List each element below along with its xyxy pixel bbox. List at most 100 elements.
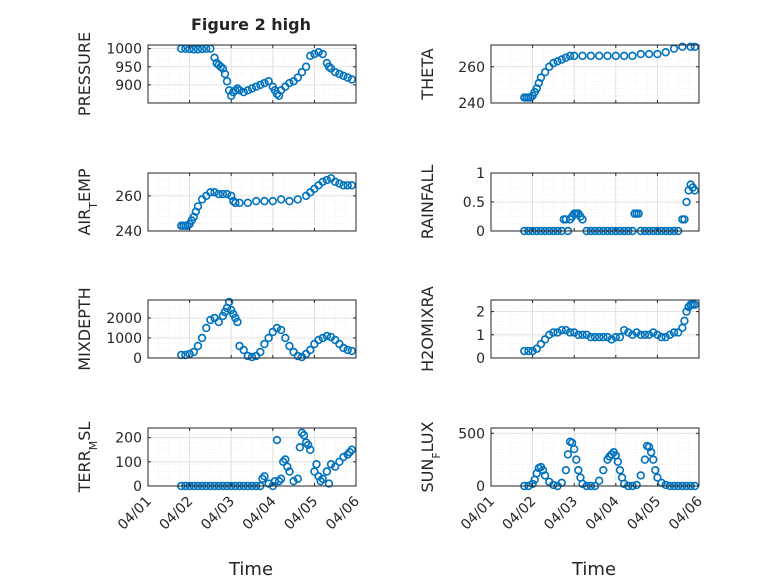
- y-axis-label: THETA: [418, 48, 437, 100]
- axes-box: [490, 299, 700, 359]
- data-point: [318, 177, 327, 186]
- data-point: [243, 198, 253, 208]
- data-point: [549, 328, 558, 337]
- data-point: [312, 460, 321, 469]
- data-point: [661, 480, 670, 490]
- data-point: [343, 181, 352, 190]
- data-point: [678, 42, 687, 52]
- x-tick-label: 04/04: [240, 493, 280, 533]
- data-point: [285, 78, 294, 88]
- y-axis-label: H2OMIXRA: [418, 286, 437, 372]
- data-point: [326, 460, 336, 469]
- data-point: [335, 339, 344, 349]
- data-point: [339, 343, 348, 353]
- data-point: [285, 196, 294, 206]
- data-point: [673, 328, 683, 337]
- data-point: [235, 86, 244, 95]
- data-point: [214, 317, 223, 327]
- y-tick-label: 240: [458, 96, 485, 112]
- data-point: [339, 71, 348, 81]
- subplot-sun-flux: 0 500 SUNFLUX 04/01 04/02 04/03 04/04 04/05 04/0…: [418, 421, 706, 533]
- data-point: [272, 435, 282, 445]
- data-point: [318, 333, 327, 343]
- data-point: [268, 196, 277, 206]
- data-point: [314, 472, 323, 481]
- data-point: [229, 309, 238, 319]
- data-point: [586, 51, 596, 61]
- data-point: [293, 195, 302, 204]
- data-point: [303, 440, 313, 450]
- data-point: [260, 78, 269, 88]
- data-point: [526, 93, 535, 102]
- y-tick-label: 1: [476, 166, 485, 182]
- data-point: [594, 332, 604, 342]
- y-tick-label: 200: [115, 431, 142, 447]
- data-point: [206, 188, 215, 197]
- data-point: [611, 332, 620, 342]
- subplot-pressure: 900 950 1000 PRESSURE: [75, 32, 357, 116]
- y-axis-label: AIRTEMP: [75, 168, 100, 235]
- data-point: [651, 465, 660, 475]
- data-point: [653, 473, 662, 482]
- data-point: [331, 177, 340, 186]
- data-point: [231, 198, 240, 208]
- data-point: [582, 330, 591, 339]
- data-point: [545, 330, 554, 339]
- data-point: [260, 472, 269, 481]
- data-point: [613, 457, 623, 466]
- y-axis-label: RAINFALL: [418, 165, 437, 240]
- data-point: [636, 471, 645, 480]
- data-point: [607, 450, 616, 459]
- data-point: [218, 311, 228, 321]
- data-point: [607, 335, 616, 344]
- data-point: [540, 335, 550, 344]
- data-point: [260, 196, 269, 206]
- subplot-terr-msl: 0 100 200 TERRMSL 04/01 04/02 04/03 04/04 04/05 0…: [75, 422, 363, 534]
- x-tick-label: 04/01: [458, 494, 498, 534]
- data-point: [281, 455, 290, 464]
- data-point: [690, 186, 700, 195]
- data-point: [339, 452, 348, 462]
- data-point: [310, 49, 319, 59]
- data-point: [563, 450, 573, 459]
- y-axis-label: TERRMSL: [75, 422, 100, 494]
- data-point: [615, 465, 625, 475]
- data-point: [276, 195, 286, 204]
- data-point: [680, 316, 689, 326]
- y-tick-label: 1000: [106, 42, 142, 58]
- data-point: [619, 51, 629, 61]
- data-point: [218, 189, 228, 199]
- data-point: [243, 86, 253, 95]
- y-tick-label: 0: [476, 224, 485, 240]
- data-point: [649, 328, 658, 337]
- data-point: [540, 471, 550, 480]
- data-point: [528, 479, 537, 489]
- data-point: [347, 181, 357, 190]
- data-point: [569, 328, 579, 337]
- data-point: [343, 73, 352, 82]
- data-point: [335, 179, 344, 188]
- y-axis-label: MIXDEPTH: [75, 287, 94, 370]
- y-tick-label: 0: [133, 351, 142, 367]
- data-point: [285, 467, 294, 476]
- data-point: [599, 332, 608, 342]
- data-point: [247, 352, 257, 362]
- data-point: [247, 84, 257, 93]
- subplot-rainfall: 0 0.5 1 RAINFALL: [418, 165, 700, 240]
- data-point: [335, 457, 344, 467]
- y-axis-label: PRESSURE: [75, 32, 94, 116]
- data-point: [193, 45, 203, 54]
- subplot-mixdepth: 0 1000 2000 MIXDEPTH: [75, 287, 357, 371]
- y-tick-label: 100: [115, 455, 142, 471]
- data-point: [314, 335, 323, 345]
- data-point: [611, 51, 620, 61]
- data-point: [260, 339, 269, 349]
- data-point: [553, 57, 562, 66]
- data-point: [619, 479, 629, 489]
- data-point: [657, 332, 666, 342]
- data-point: [183, 221, 192, 230]
- data-point: [197, 44, 207, 54]
- data-point: [293, 351, 302, 361]
